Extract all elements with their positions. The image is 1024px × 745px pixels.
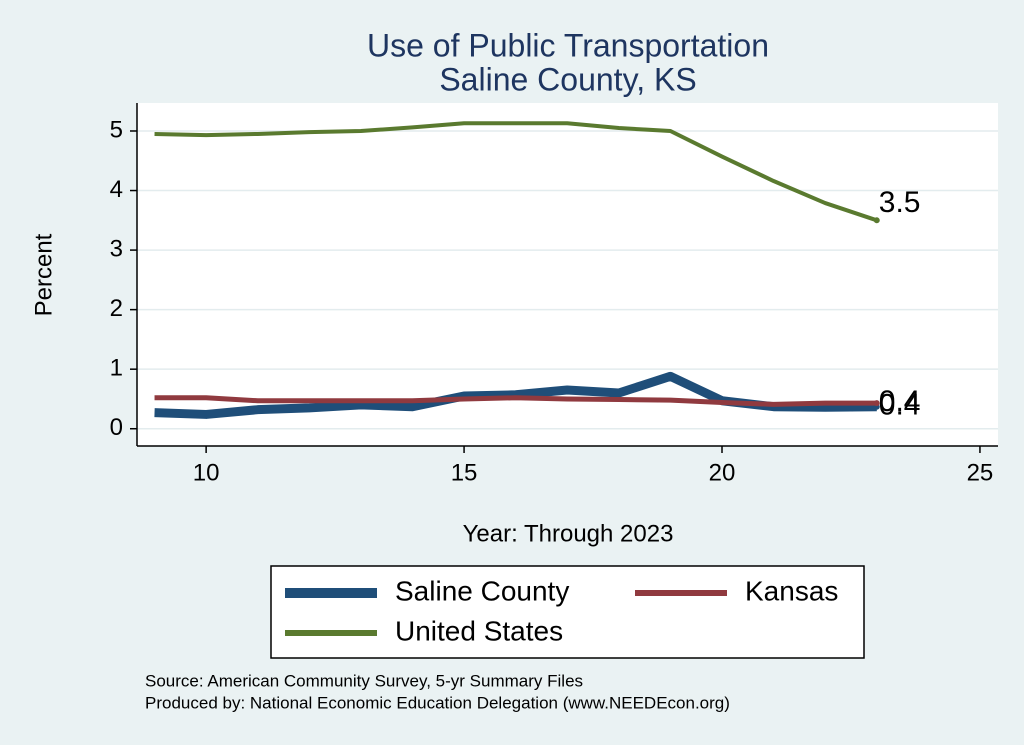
y-tick-label: 3 bbox=[110, 235, 123, 262]
y-tick-label: 2 bbox=[110, 295, 123, 322]
y-tick-label: 1 bbox=[110, 355, 123, 382]
legend-label: Kansas bbox=[745, 575, 838, 606]
legend-label: Saline County bbox=[395, 575, 569, 606]
value-label: 3.5 bbox=[879, 186, 921, 219]
producer-note: Produced by: National Economic Education… bbox=[145, 693, 730, 712]
legend-label: United States bbox=[395, 615, 563, 646]
end-point bbox=[873, 217, 880, 224]
end-point bbox=[873, 400, 880, 407]
series-line bbox=[154, 395, 877, 407]
value-label: 0.4 bbox=[879, 385, 921, 418]
x-tick-label: 15 bbox=[451, 459, 478, 486]
chart-subtitle: Saline County, KS bbox=[439, 61, 696, 97]
y-axis-title: Percent bbox=[30, 233, 57, 316]
chart-title: Use of Public Transportation bbox=[367, 27, 769, 63]
value-label: 0.4 bbox=[879, 389, 921, 422]
x-axis-title: Year: Through 2023 bbox=[463, 520, 674, 547]
y-tick-label: 0 bbox=[110, 414, 123, 441]
legend-box bbox=[270, 565, 865, 659]
source-note: Source: American Community Survey, 5-yr … bbox=[145, 671, 583, 690]
y-tick-label: 4 bbox=[110, 176, 123, 203]
y-tick-label: 5 bbox=[110, 116, 123, 143]
x-tick-label: 10 bbox=[193, 459, 220, 486]
x-tick-label: 25 bbox=[967, 459, 994, 486]
x-tick-label: 20 bbox=[709, 459, 736, 486]
series-line bbox=[154, 121, 878, 223]
plot-area bbox=[137, 103, 998, 446]
